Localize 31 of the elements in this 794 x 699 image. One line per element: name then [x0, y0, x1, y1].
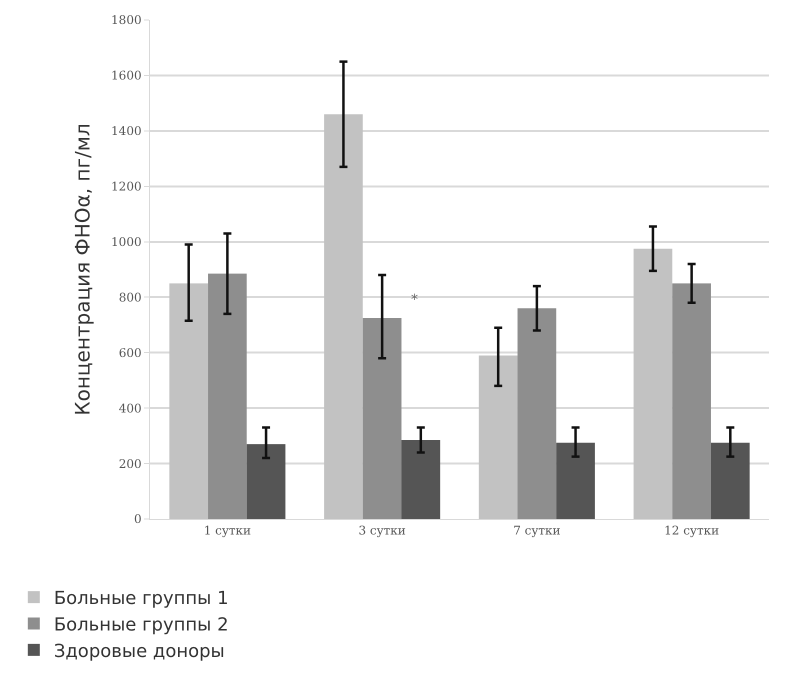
y-tick-label: 1400: [111, 124, 142, 138]
bar: [362, 318, 402, 519]
x-tick-label: 12 сутки: [664, 523, 720, 538]
x-tick-label: 3 сутки: [358, 523, 406, 538]
bar: [401, 440, 440, 519]
bar: [556, 442, 595, 519]
bar: [246, 444, 286, 519]
bar: [710, 442, 750, 519]
y-tick-label: 1600: [111, 68, 142, 83]
x-tick-label: 1 сутки: [204, 523, 252, 538]
y-tick-label: 1800: [111, 13, 142, 28]
x-tick-label: 7 сутки: [513, 523, 561, 538]
bar: [208, 274, 247, 519]
legend-label: Здоровые доноры: [54, 640, 225, 662]
bar: [672, 283, 711, 519]
y-tick-label: 1200: [111, 180, 142, 194]
y-tick-label: 200: [118, 456, 142, 471]
legend-label: Больные группы 2: [54, 614, 229, 636]
y-tick-label: 400: [118, 401, 142, 416]
y-tick-label: 800: [118, 290, 142, 304]
legend-label: Больные группы 1: [54, 588, 229, 610]
bar: [518, 308, 556, 519]
bar: [634, 248, 672, 519]
y-tick-label: 1000: [111, 234, 142, 249]
bar: [169, 283, 208, 519]
bar: [324, 114, 363, 519]
y-axis-title: Концентрация ФНОα, пг/мл: [70, 123, 95, 416]
bar: [478, 355, 518, 519]
y-tick-label: 600: [118, 346, 142, 360]
annotation: *: [411, 292, 418, 308]
y-tick-label: 0: [134, 512, 142, 526]
